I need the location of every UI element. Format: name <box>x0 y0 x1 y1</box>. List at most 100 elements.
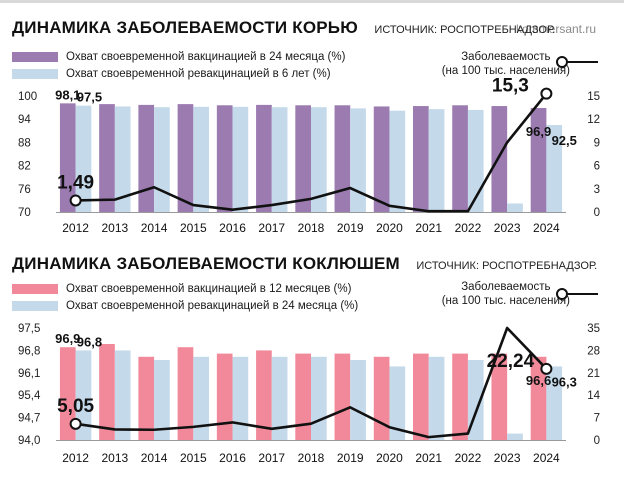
legend-item-bar2: Охват своевременной ревакцинацией в 24 м… <box>12 297 358 314</box>
x-tick-label-2014: 2014 <box>141 221 168 235</box>
y-right-tick-label: 35 <box>587 323 600 335</box>
bar-series1-2015 <box>177 347 194 440</box>
data-label-bar2-last: 92,5 <box>552 133 577 148</box>
bar-series2-2015 <box>193 106 209 212</box>
bar-series2-2018 <box>311 107 327 212</box>
bar-series1-2014 <box>138 356 155 440</box>
bar-series2-2017 <box>271 356 288 440</box>
y-left-tick-label: 97,5 <box>18 323 40 335</box>
x-tick-label-2023: 2023 <box>494 451 521 465</box>
data-label-bar2-last: 96,3 <box>552 374 577 389</box>
x-tick-label-2024: 2024 <box>533 451 560 465</box>
incidence-point-first <box>69 417 82 430</box>
bar-series2-2023 <box>507 203 523 212</box>
bar-series2-2012 <box>75 105 92 212</box>
legend-swatch-bar2 <box>12 68 58 79</box>
data-label-line-last: 15,3 <box>492 76 529 97</box>
pertussis-chart-panel: ДИНАМИКА ЗАБОЛЕВАЕМОСТИ КОКЛЮШЕМ ИСТОЧНИ… <box>0 240 624 480</box>
y-right-tick-label: 7 <box>594 413 600 425</box>
bar-series2-2013 <box>114 106 131 212</box>
x-tick-label-2018: 2018 <box>298 451 325 465</box>
x-tick-label-2013: 2013 <box>101 451 128 465</box>
bar-series1-2020 <box>373 106 390 212</box>
data-label-line-last: 22,24 <box>487 351 535 372</box>
pertussis-legend: Охват своевременной вакцинацией в 12 мес… <box>12 280 358 314</box>
pertussis-source: ИСТОЧНИК: РОСПОТРЕБНАДЗОР. <box>416 260 598 272</box>
y-left-tick-label: 96,1 <box>18 368 40 380</box>
measles-source: ИСТОЧНИК: РОСПОТРЕБНАДЗОР. <box>374 24 556 36</box>
y-right-tick-label: 28 <box>587 345 600 357</box>
y-left-tick-label: 82 <box>18 161 31 173</box>
line-legend-unit: (на 100 тыс. населения) <box>441 295 570 307</box>
legend-item-bar1: Охват своевременной вакцинацией в 24 мес… <box>12 48 345 65</box>
measles-chart: 2012 2013 2014 2015 2016 2017 2018 2019 2020 2021… <box>18 56 600 235</box>
y-right-tick-label: 15 <box>587 91 600 103</box>
incidence-line <box>75 326 548 439</box>
x-tick-label-2019: 2019 <box>337 451 364 465</box>
watermark: kommersant.ru <box>516 22 597 36</box>
bar-series2-2021 <box>428 109 445 212</box>
incidence-point-last <box>540 87 553 100</box>
bar-series1-2014 <box>138 104 155 212</box>
bar-series1-2022 <box>452 353 468 440</box>
data-label-bar1-first: 98,1 <box>55 87 80 102</box>
x-tick-label-2022: 2022 <box>455 451 482 465</box>
bar-series2-2015 <box>193 356 209 440</box>
measles-legend: Охват своевременной вакцинацией в 24 мес… <box>12 48 345 82</box>
bar-series2-2022 <box>467 109 484 212</box>
bar-series1-2019 <box>334 105 351 212</box>
measles-chart-title: ДИНАМИКА ЗАБОЛЕВАЕМОСТИ КОРЬЮ <box>12 18 358 37</box>
bar-series1-2013 <box>99 344 115 440</box>
pertussis-title-row: ДИНАМИКА ЗАБОЛЕВАЕМОСТИ КОКЛЮШЕМ ИСТОЧНИ… <box>12 254 597 274</box>
top-rule <box>0 0 624 3</box>
x-tick-label-2020: 2020 <box>376 451 403 465</box>
x-tick-label-2015: 2015 <box>180 451 207 465</box>
bar-series2-2013 <box>114 350 131 440</box>
bar-series2-2012 <box>75 350 92 440</box>
bar-series1-2016 <box>216 105 233 212</box>
bar-series2-2016 <box>232 356 249 440</box>
x-tick-label-2023: 2023 <box>494 221 521 235</box>
legend-item-bar1: Охват своевременной вакцинацией в 12 мес… <box>12 280 358 297</box>
incidence-point-first <box>69 194 82 207</box>
bar-series1-2012 <box>59 103 76 212</box>
bar-series1-2024 <box>530 356 547 440</box>
bar-series1-2017 <box>256 104 272 212</box>
bar-series1-2020 <box>373 356 390 440</box>
y-right-tick-label: 9 <box>594 137 600 149</box>
bar-series1-2015 <box>177 104 194 212</box>
bar-series2-2024 <box>546 366 563 440</box>
bar-series2-2023 <box>507 433 523 440</box>
line-legend-unit: (на 100 тыс. населения) <box>441 65 570 77</box>
x-tick-label-2012: 2012 <box>62 221 89 235</box>
y-left-tick-label: 100 <box>18 91 37 103</box>
legend-swatch-bar1 <box>12 51 58 62</box>
x-tick-label-2017: 2017 <box>258 451 285 465</box>
y-left-tick-label: 94 <box>18 114 31 126</box>
bar-series2-2019 <box>350 108 366 212</box>
data-label-line-first: 1,49 <box>57 172 94 193</box>
line-legend-label: Заболеваемость <box>461 281 551 293</box>
x-tick-label-2016: 2016 <box>219 451 246 465</box>
x-tick-label-2014: 2014 <box>141 451 168 465</box>
pertussis-chart-title: ДИНАМИКА ЗАБОЛЕВАЕМОСТИ КОКЛЮШЕМ <box>12 254 400 273</box>
x-tick-label-2015: 2015 <box>180 221 207 235</box>
data-label-bar2-first: 97,5 <box>77 90 102 105</box>
x-tick-label-2020: 2020 <box>376 221 403 235</box>
y-right-tick-label: 0 <box>594 435 600 447</box>
bar-series2-2014 <box>154 107 170 212</box>
bar-series1-2022 <box>452 105 468 212</box>
x-tick-label-2021: 2021 <box>415 451 442 465</box>
data-label-bar2-first: 96,8 <box>77 334 102 349</box>
bar-series1-2023 <box>491 106 508 212</box>
bar-series2-2017 <box>271 107 288 212</box>
bar-series1-2024 <box>530 107 547 212</box>
bar-series1-2021 <box>413 353 429 440</box>
pertussis-chart: 2012 2013 2014 2015 2016 2017 2018 2019 2020 2021… <box>18 288 601 465</box>
bar-series1-2019 <box>334 353 351 440</box>
bar-series2-2019 <box>350 360 366 440</box>
pertussis-line-legend: Заболеваемость (на 100 тыс. населения) <box>442 280 570 308</box>
legend-label-bar1: Охват своевременной вакцинацией в 12 мес… <box>66 282 352 295</box>
legend-label-bar2: Охват своевременной ревакцинацией в 6 ле… <box>66 67 331 80</box>
x-tick-label-2018: 2018 <box>298 221 325 235</box>
